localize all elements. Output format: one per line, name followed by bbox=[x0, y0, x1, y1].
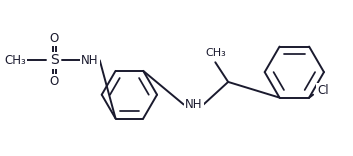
Text: NH: NH bbox=[185, 98, 202, 111]
Text: Cl: Cl bbox=[317, 84, 329, 97]
Text: CH₃: CH₃ bbox=[4, 54, 26, 67]
Text: O: O bbox=[50, 76, 59, 88]
Text: CH₃: CH₃ bbox=[205, 49, 226, 58]
Text: O: O bbox=[50, 32, 59, 45]
Text: NH: NH bbox=[81, 54, 98, 67]
Text: S: S bbox=[50, 53, 59, 67]
